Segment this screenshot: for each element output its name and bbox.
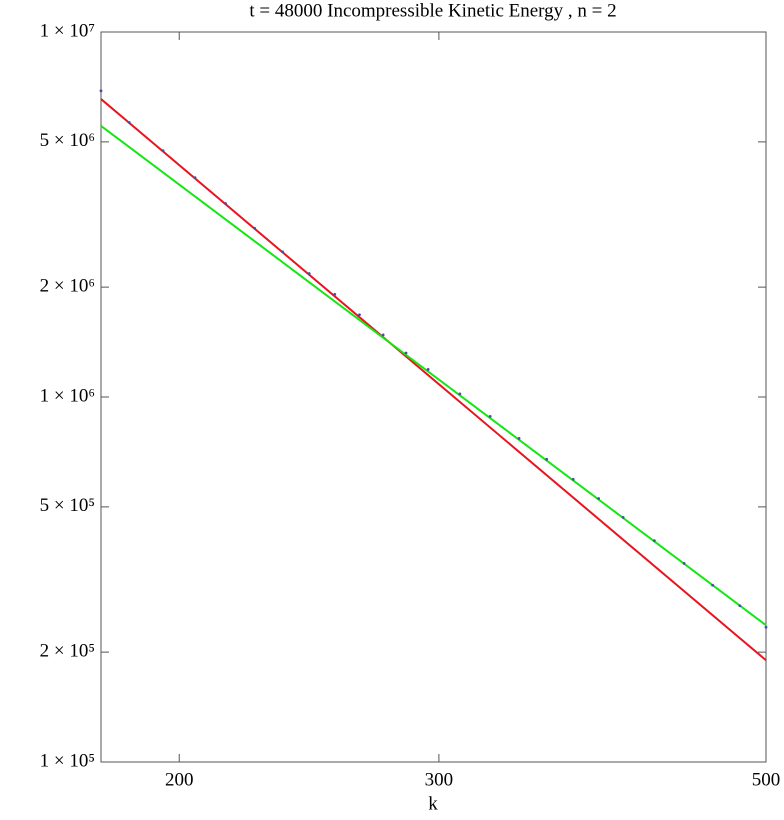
data-point xyxy=(652,539,656,543)
y-tick-label: 1 × 10⁷ xyxy=(40,20,95,41)
data-point xyxy=(488,414,492,418)
fit-line xyxy=(100,125,767,627)
data-point xyxy=(621,515,625,519)
x-tick-label: 300 xyxy=(425,769,454,790)
data-point xyxy=(682,562,686,565)
data-point xyxy=(333,293,337,296)
y-tick-label: 1 × 10⁵ xyxy=(40,750,95,771)
data-point xyxy=(99,89,103,93)
data-point xyxy=(127,121,131,124)
data-point xyxy=(307,272,311,275)
y-tick-label: 5 × 10⁵ xyxy=(40,495,95,516)
data-point xyxy=(224,202,227,205)
x-tick-label: 500 xyxy=(752,769,781,790)
data-point xyxy=(517,437,521,440)
data-point xyxy=(711,583,715,587)
data-point xyxy=(426,368,430,371)
data-point xyxy=(738,604,742,608)
fit-line xyxy=(100,98,767,662)
data-point xyxy=(597,497,601,500)
x-tick-label: 200 xyxy=(165,769,194,790)
data-point xyxy=(764,625,768,629)
x-axis-label: k xyxy=(428,793,438,814)
data-point xyxy=(381,333,385,337)
data-point xyxy=(571,477,575,481)
data-point xyxy=(545,457,549,461)
y-tick-label: 2 × 10⁵ xyxy=(40,640,95,661)
data-point xyxy=(161,149,165,153)
data-point xyxy=(281,250,284,254)
data-point xyxy=(358,313,361,317)
data-point xyxy=(458,392,462,396)
data-point xyxy=(253,226,257,230)
chart-title: t = 48000 Incompressible Kinetic Energy … xyxy=(249,0,616,21)
y-tick-label: 2 × 10⁶ xyxy=(40,275,95,296)
data-point xyxy=(404,351,408,355)
y-tick-label: 5 × 10⁶ xyxy=(40,130,95,151)
plot-frame xyxy=(100,31,767,763)
data-point xyxy=(193,176,197,180)
y-tick-label: 1 × 10⁶ xyxy=(40,385,95,406)
